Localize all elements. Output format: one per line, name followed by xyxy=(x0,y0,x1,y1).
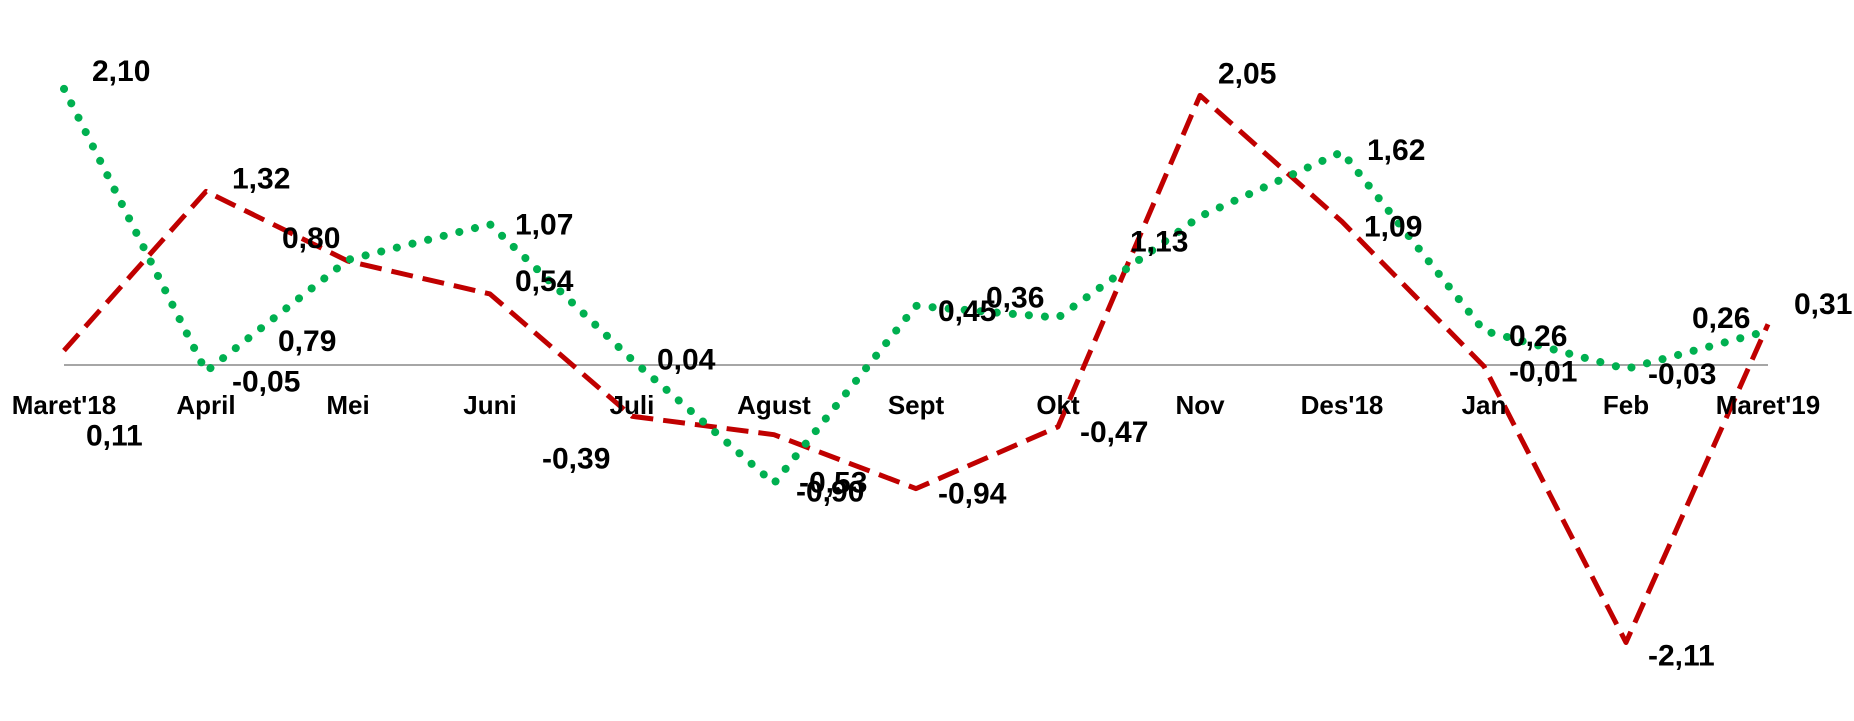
series-layer xyxy=(60,84,1772,645)
data-label: -0,03 xyxy=(1648,358,1716,391)
x-tick-labels: Maret'18 April Mei Juni Juli Agust Sept Okt Nov D… xyxy=(12,390,1820,420)
data-label: 0,11 xyxy=(86,420,143,453)
x-tick-label: Okt xyxy=(1036,390,1080,420)
x-tick-label: Feb xyxy=(1603,390,1649,420)
data-label: 0,45 xyxy=(938,295,996,328)
x-tick-label: Agust xyxy=(737,390,811,420)
x-tick-label: Juli xyxy=(610,390,655,420)
x-tick-label: Sept xyxy=(888,390,945,420)
data-label: 0,54 xyxy=(515,265,574,298)
data-label: 0,79 xyxy=(278,325,336,358)
data-label: -0,94 xyxy=(938,478,1007,511)
x-tick-label: Jan xyxy=(1462,390,1507,420)
data-labels: 0,11 1,32 0,79 0,54 -0,39 -0,53 -0,94 -0,47 2,05… xyxy=(86,55,1852,673)
data-label: -0,39 xyxy=(542,442,610,475)
x-tick-label: Maret'18 xyxy=(12,390,116,420)
x-tick-label: Maret'19 xyxy=(1716,390,1820,420)
data-label: 0,36 xyxy=(986,282,1044,315)
data-label: -2,11 xyxy=(1648,639,1715,672)
data-label: 1,07 xyxy=(515,208,573,241)
x-tick-label: Mei xyxy=(326,390,369,420)
data-label: 1,13 xyxy=(1130,225,1188,258)
data-label: 0,26 xyxy=(1509,320,1567,353)
data-label: -0,53 xyxy=(799,467,867,500)
data-label: -0,05 xyxy=(232,366,300,399)
data-label: -0,47 xyxy=(1080,416,1148,449)
data-label: 2,05 xyxy=(1218,57,1276,90)
x-tick-label: April xyxy=(176,390,235,420)
data-label: 1,62 xyxy=(1367,134,1425,167)
data-label: 0,04 xyxy=(657,344,716,377)
x-tick-label: Juni xyxy=(463,390,516,420)
data-label: 0,26 xyxy=(1692,302,1750,335)
data-label: 0,80 xyxy=(282,222,340,255)
data-label: -0,90 xyxy=(796,475,864,508)
data-label: 0,31 xyxy=(1794,288,1852,321)
x-tick-label: Des'18 xyxy=(1301,390,1384,420)
x-tick-label: Nov xyxy=(1175,390,1225,420)
data-label: -0,01 xyxy=(1509,355,1577,388)
data-label: 2,10 xyxy=(92,55,150,88)
series-line-dotted xyxy=(60,84,1772,488)
data-label: 1,32 xyxy=(232,162,290,195)
data-label: 1,09 xyxy=(1364,211,1422,244)
